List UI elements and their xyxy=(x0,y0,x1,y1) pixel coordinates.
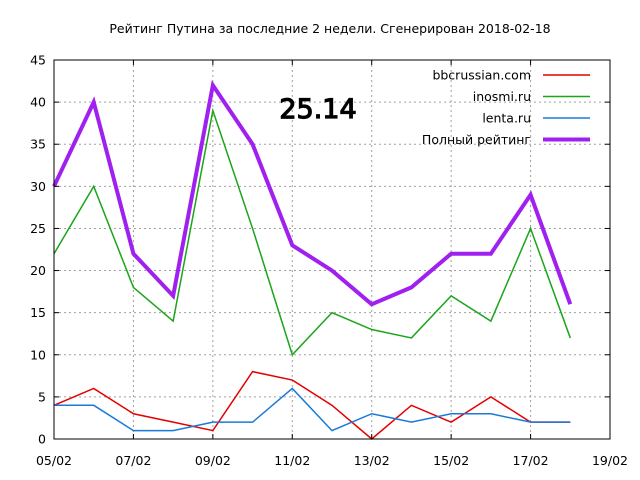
plot-frame xyxy=(53,59,611,440)
x-tick-label: 15/02 xyxy=(433,453,469,468)
y-tick-label: 10 xyxy=(30,347,46,362)
x-tick-label: 13/02 xyxy=(354,453,390,468)
x-tick-label: 19/02 xyxy=(592,453,628,468)
y-tick-label: 0 xyxy=(38,432,46,447)
y-tick-label: 35 xyxy=(30,137,46,152)
series-line-1 xyxy=(53,107,571,357)
y-tick-label: 20 xyxy=(30,263,46,278)
x-tick-label: 17/02 xyxy=(513,453,549,468)
legend-label: inosmi.ru xyxy=(473,89,531,104)
series-lines xyxy=(52,80,573,440)
x-tick-label: 07/02 xyxy=(115,453,151,468)
y-tick-label: 15 xyxy=(30,305,46,320)
chart-title: Рейтинг Путина за последние 2 недели. Сг… xyxy=(109,21,550,36)
legend: bbcrussian.com inosmi.ru lenta.ru Полный ре… xyxy=(422,68,590,147)
x-tick-label: 09/02 xyxy=(195,453,231,468)
axis-ticks: 0 5 10 15 20 25 30 35 40 45 05/02 07/02 09/02 11/02 13… xyxy=(30,53,628,469)
y-tick-label: 25 xyxy=(30,221,46,236)
series-line-0 xyxy=(53,370,571,440)
x-tick-label: 05/02 xyxy=(36,453,72,468)
series-line-3 xyxy=(52,80,573,307)
y-tick-label: 30 xyxy=(30,179,46,194)
y-tick-label: 45 xyxy=(30,53,46,68)
series-line-2 xyxy=(54,387,571,432)
grid xyxy=(54,60,610,439)
x-tick-label: 11/02 xyxy=(274,453,310,468)
y-tick-label: 5 xyxy=(38,389,46,404)
legend-label: bbcrussian.com xyxy=(432,68,531,83)
overlay-value: 25.14 xyxy=(279,94,356,125)
legend-label: Полный рейтинг xyxy=(422,132,531,147)
y-tick-label: 40 xyxy=(30,95,46,110)
legend-label: lenta.ru xyxy=(482,111,531,126)
